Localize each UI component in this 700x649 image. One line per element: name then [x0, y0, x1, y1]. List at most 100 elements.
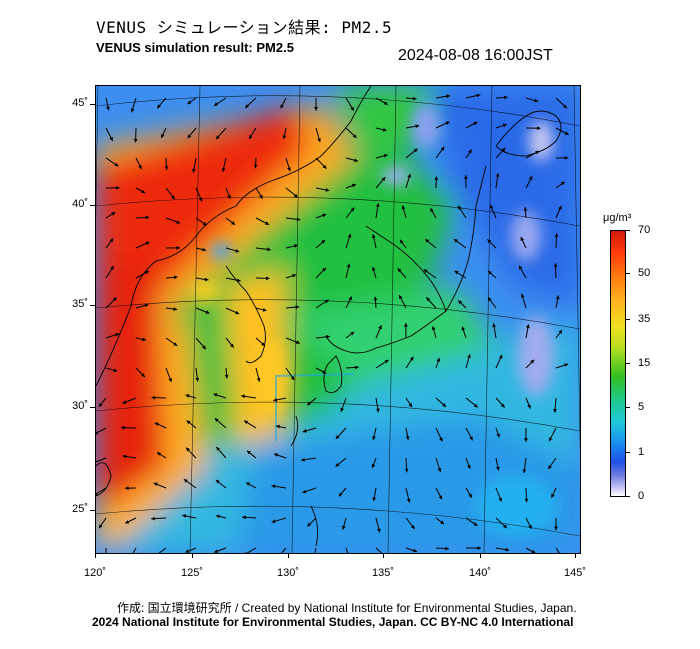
wind-arrow-head — [560, 181, 565, 186]
lat-tick — [90, 510, 95, 511]
wind-arrow-head — [171, 195, 175, 200]
wind-arrow-head — [564, 156, 569, 160]
wind-arrow-head — [322, 164, 327, 169]
wind-arrow-head — [96, 431, 98, 435]
colorbar-tick — [625, 496, 630, 497]
wind-arrow-head — [110, 266, 114, 270]
wind-arrow-head — [554, 233, 559, 237]
wind-arrow-head — [425, 239, 430, 243]
wind-arrow-head — [259, 194, 263, 199]
wind-arrow-head — [549, 437, 553, 442]
wind-arrow-head — [325, 188, 330, 192]
wind-arrow-head — [375, 203, 380, 207]
wind-arrow-head — [352, 134, 357, 138]
wind-arrow-head — [555, 295, 560, 300]
wind-arrow-head — [106, 106, 110, 111]
wind-arrow-head — [437, 468, 442, 472]
wind-arrow-head — [405, 436, 410, 440]
wind-arrow-head — [335, 462, 340, 467]
wind-arrow-head — [564, 131, 569, 135]
wind-arrow-head — [355, 365, 359, 370]
colorbar-tick — [625, 407, 630, 408]
lat-label-30: 30˚ — [72, 400, 88, 412]
wind-arrow-head — [477, 546, 481, 550]
wind-arrow-head — [122, 454, 127, 459]
wind-arrow-head — [551, 493, 555, 498]
wind-arrow-head — [265, 221, 269, 225]
wind-arrow-head — [157, 452, 161, 456]
wind-arrow-head — [408, 403, 412, 407]
wind-arrow-head — [346, 263, 351, 268]
wind-arrow-head — [534, 98, 539, 103]
wind-arrow-head — [154, 422, 159, 426]
wind-arrow-head — [125, 520, 130, 524]
wind-arrow-head — [125, 486, 129, 491]
wind-arrow-head — [247, 450, 251, 455]
wind-arrow-head — [371, 234, 376, 239]
wind-arrow-head — [145, 215, 150, 220]
wind-arrow-head — [198, 197, 203, 202]
wind-arrow-head — [527, 404, 531, 409]
wind-arrow-head — [382, 127, 387, 132]
wind-arrow-head — [440, 520, 444, 524]
wind-arrow-head — [249, 135, 253, 139]
wind-arrow-head — [523, 207, 528, 211]
wind-arrow-head — [519, 265, 523, 270]
wind-arrow-head — [267, 247, 271, 252]
wind-arrow-head — [204, 277, 209, 282]
wind-arrow-head — [454, 239, 458, 243]
wind-arrow-head — [384, 359, 389, 364]
wind-arrow-head — [467, 354, 471, 359]
wind-arrow-head — [446, 94, 451, 99]
wind-arrow-head — [341, 525, 346, 530]
wind-arrow-head — [213, 393, 218, 397]
wind-arrow-head — [236, 278, 241, 283]
wind-arrow-head — [548, 465, 552, 469]
wind-arrow-head — [262, 308, 267, 312]
colorbar — [610, 230, 626, 497]
pm25-map[interactable] — [95, 85, 581, 554]
wind-arrow-head — [235, 249, 240, 253]
wind-arrow-head — [296, 217, 301, 222]
colorbar-label-0: 0 — [638, 490, 645, 502]
wind-arrow-head — [161, 134, 165, 138]
wind-arrow-head — [244, 552, 246, 553]
wind-arrow — [555, 547, 560, 553]
wind-arrow-head — [282, 135, 287, 139]
wind-arrow-head — [350, 106, 354, 111]
wind-arrow-head — [109, 238, 114, 243]
wind-arrow-head — [445, 546, 449, 551]
wind-arrow-head — [503, 524, 507, 529]
wind-arrow-head — [520, 237, 525, 241]
wind-arrow-head — [182, 514, 187, 518]
wind-arrow — [246, 547, 257, 553]
wind-arrow-head — [235, 310, 240, 315]
wind-arrow-head — [231, 221, 235, 225]
wind-arrow-head — [401, 205, 406, 210]
wind-arrow-head — [242, 515, 246, 520]
wind-arrow-head — [307, 522, 311, 527]
wind-arrow-head — [276, 424, 280, 429]
wind-arrow-head — [415, 124, 420, 129]
wind-arrow-head — [528, 176, 533, 181]
wind-arrow-head — [439, 437, 443, 442]
wind-arrow-head — [458, 300, 463, 305]
wind-arrow-head — [301, 457, 305, 462]
wind-arrow-head — [112, 297, 117, 302]
wind-arrow-head — [438, 495, 443, 500]
wind-arrow-head — [287, 167, 291, 172]
wind-arrow-head — [290, 376, 295, 381]
wind-arrow-head — [403, 323, 408, 327]
wind-arrow-head — [335, 435, 340, 439]
credit-line: 作成: 国立環境研究所 / Created by National Instit… — [117, 601, 577, 615]
wind-arrow-head — [314, 107, 318, 111]
wind-arrow-head — [383, 153, 388, 158]
wind-arrow-head — [489, 204, 494, 209]
wind-arrow-head — [227, 194, 231, 199]
wind-arrow-head — [411, 525, 415, 529]
wind-arrow-head — [245, 104, 249, 108]
wind-arrow-head — [317, 138, 321, 142]
wind-arrow-head — [271, 519, 276, 523]
wind-arrow-head — [185, 394, 190, 398]
wind-arrow-head — [487, 271, 492, 275]
